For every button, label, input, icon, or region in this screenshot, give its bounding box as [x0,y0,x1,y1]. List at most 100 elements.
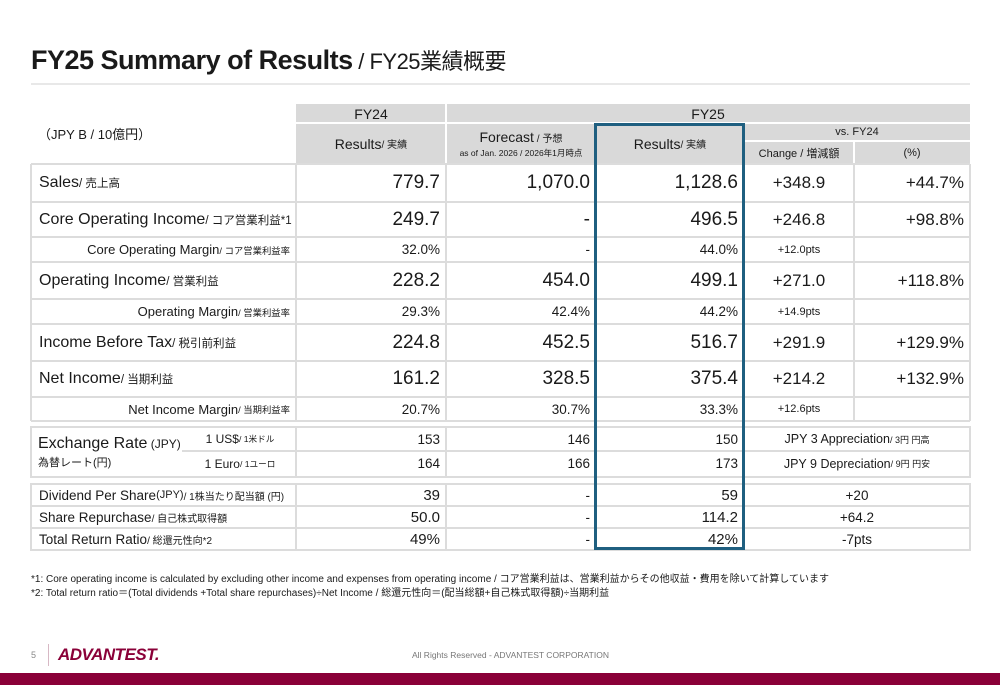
page-number: 5 [31,650,37,660]
grid-line [30,483,32,551]
cell-change: +291.9 [772,332,826,352]
row-label-unit: (JPY) [156,489,184,501]
fx-change-jp: / 9円 円安 [890,459,931,469]
cell-fy25: 42% [707,530,738,548]
grid-line [31,360,970,362]
fx-euro-label: 1 Euro / 1ユーロ [185,451,295,476]
fx-label: Exchange Rate (JPY) 為替レート(円) [38,430,208,474]
header-forecast-title: Forecast / 予想 [479,129,562,145]
title-main: FY25 Summary of Results [31,45,353,75]
fx-euro-fy24: 164 [417,456,440,471]
cell-fy24: 49% [409,530,440,548]
header-change: Change / 増減額 [744,141,854,164]
cell-change: +246.8 [772,209,826,229]
row-label-core-operating-margin: Core Operating Margin / コア営業利益率 [31,237,296,262]
page-title: FY25 Summary of Results / FY25業績概要 [31,44,507,76]
header-fy24: FY24 [296,104,446,123]
fx-usd-label: 1 US$ / 1米ドル [185,428,295,449]
footer-brand-bar [0,673,1000,685]
fx-currency-jp: / 1米ドル [238,433,275,444]
grid-line [295,426,297,478]
header-pct: (%) [854,141,970,164]
cell-fy24: 29.3% [401,304,440,319]
cell-forecast: 454.0 [542,269,590,291]
title-sub: / FY25業績概要 [352,49,507,74]
cell-forecast: 42.4% [551,304,590,319]
row-label-en: Sales [39,174,80,191]
cell-pct [854,237,970,262]
grid-line [445,426,447,478]
cell-forecast: 1,070.0 [526,172,590,193]
grid-line [969,483,971,551]
cell-forecast: 30.7% [551,401,590,417]
row-label-dividend-per-share: Dividend Per Share (JPY) / 1株当たり配当額 (円) [31,484,296,506]
cell-fy25: 1,128.6 [674,172,738,193]
row-label-en: Net Income Margin [128,401,239,417]
footnote-1: *1: Core operating income is calculated … [31,574,829,585]
cell-change: +348.9 [772,173,826,192]
grid-line [853,164,855,421]
cell-pct: +132.9% [896,369,964,388]
fx-usd-change: JPY 3 Appreciation / 3円 円高 [744,428,970,450]
grid-line [31,396,970,398]
header-fy24-results-jp: / 実績 [381,140,408,151]
cell-fy25: 59 [721,486,738,504]
cell-pct [854,397,970,421]
fx-change-jp: / 3円 円高 [889,434,930,445]
row-label-core-operating-income: Core Operating Income / コア営業利益*1 [31,202,296,237]
row-label-jp: / コア営業利益率 [219,245,290,256]
cell-change: +12.6pts [777,403,821,415]
cell-pct: +118.8% [897,270,964,290]
row-label-net-income-margin: Net Income Margin / 当期利益率 [31,397,296,421]
unit-label: （JPY B / 10億円） [38,127,152,142]
cell-change: +64.2 [839,509,875,525]
cell-change: +20 [845,487,869,503]
footnote-2: *2: Total return ratio＝(Total dividends … [31,588,610,599]
row-label-jp: / 総還元性向*2 [147,535,213,547]
cell-fy24: 161.2 [392,368,440,389]
header-divider [744,140,970,142]
cell-fy25: 496.5 [690,208,738,230]
grid-line [31,261,970,263]
fx-usd-forecast: 146 [567,431,590,447]
grid-line [182,450,970,452]
row-label-jp: / 売上高 [79,178,120,190]
cell-change: +271.0 [772,270,826,290]
fx-label-unit: (JPY) [147,436,181,451]
cell-fy24: 32.0% [401,242,440,257]
fx-currency-en: 1 US$ [205,431,239,446]
grid-line [31,483,970,485]
grid-line [969,164,971,421]
fx-label-jp: 為替レート(円) [38,456,112,469]
cell-fy24: 39 [423,486,440,504]
fx-euro-fy25: 173 [715,456,738,471]
row-label-jp: / 自己株式取得額 [151,513,228,525]
row-label-jp: / 税引前利益 [172,337,237,350]
row-label-en: Core Operating Income [39,210,206,228]
grid-line [31,476,970,478]
fx-euro-change: JPY 9 Depreciation / 9円 円安 [744,451,970,476]
header-forecast-en: Forecast [479,128,534,145]
row-label-jp: / 1株当たり配当額 (円) [183,491,285,503]
row-label-en: Operating Margin [137,304,239,319]
cell-fy25: 44.0% [699,242,738,257]
grid-line [31,298,970,300]
row-label-en: Total Return Ratio [39,531,148,547]
row-label-net-income: Net Income / 当期利益 [31,361,296,397]
grid-line [31,527,970,529]
row-label-en: Dividend Per Share [39,487,157,503]
cell-fy24: 779.7 [392,172,440,193]
header-forecast: Forecast / 予想 as of Jan. 2026 / 2026年1月時… [446,123,596,164]
grid-line [31,323,970,325]
cell-fy25: 375.4 [690,368,738,389]
grid-line [31,420,970,422]
cell-fy25: 499.1 [690,269,738,291]
grid-line [295,483,297,551]
header-divider [445,104,447,164]
cell-change: +12.0pts [777,243,821,256]
row-label-en: Core Operating Margin [87,242,220,257]
cell-fy24: 20.7% [401,401,440,417]
row-label-sales: Sales / 売上高 [31,164,296,202]
header-fy24-results-en: Results [334,135,382,152]
fx-label-en: Exchange Rate (JPY) [38,435,181,453]
